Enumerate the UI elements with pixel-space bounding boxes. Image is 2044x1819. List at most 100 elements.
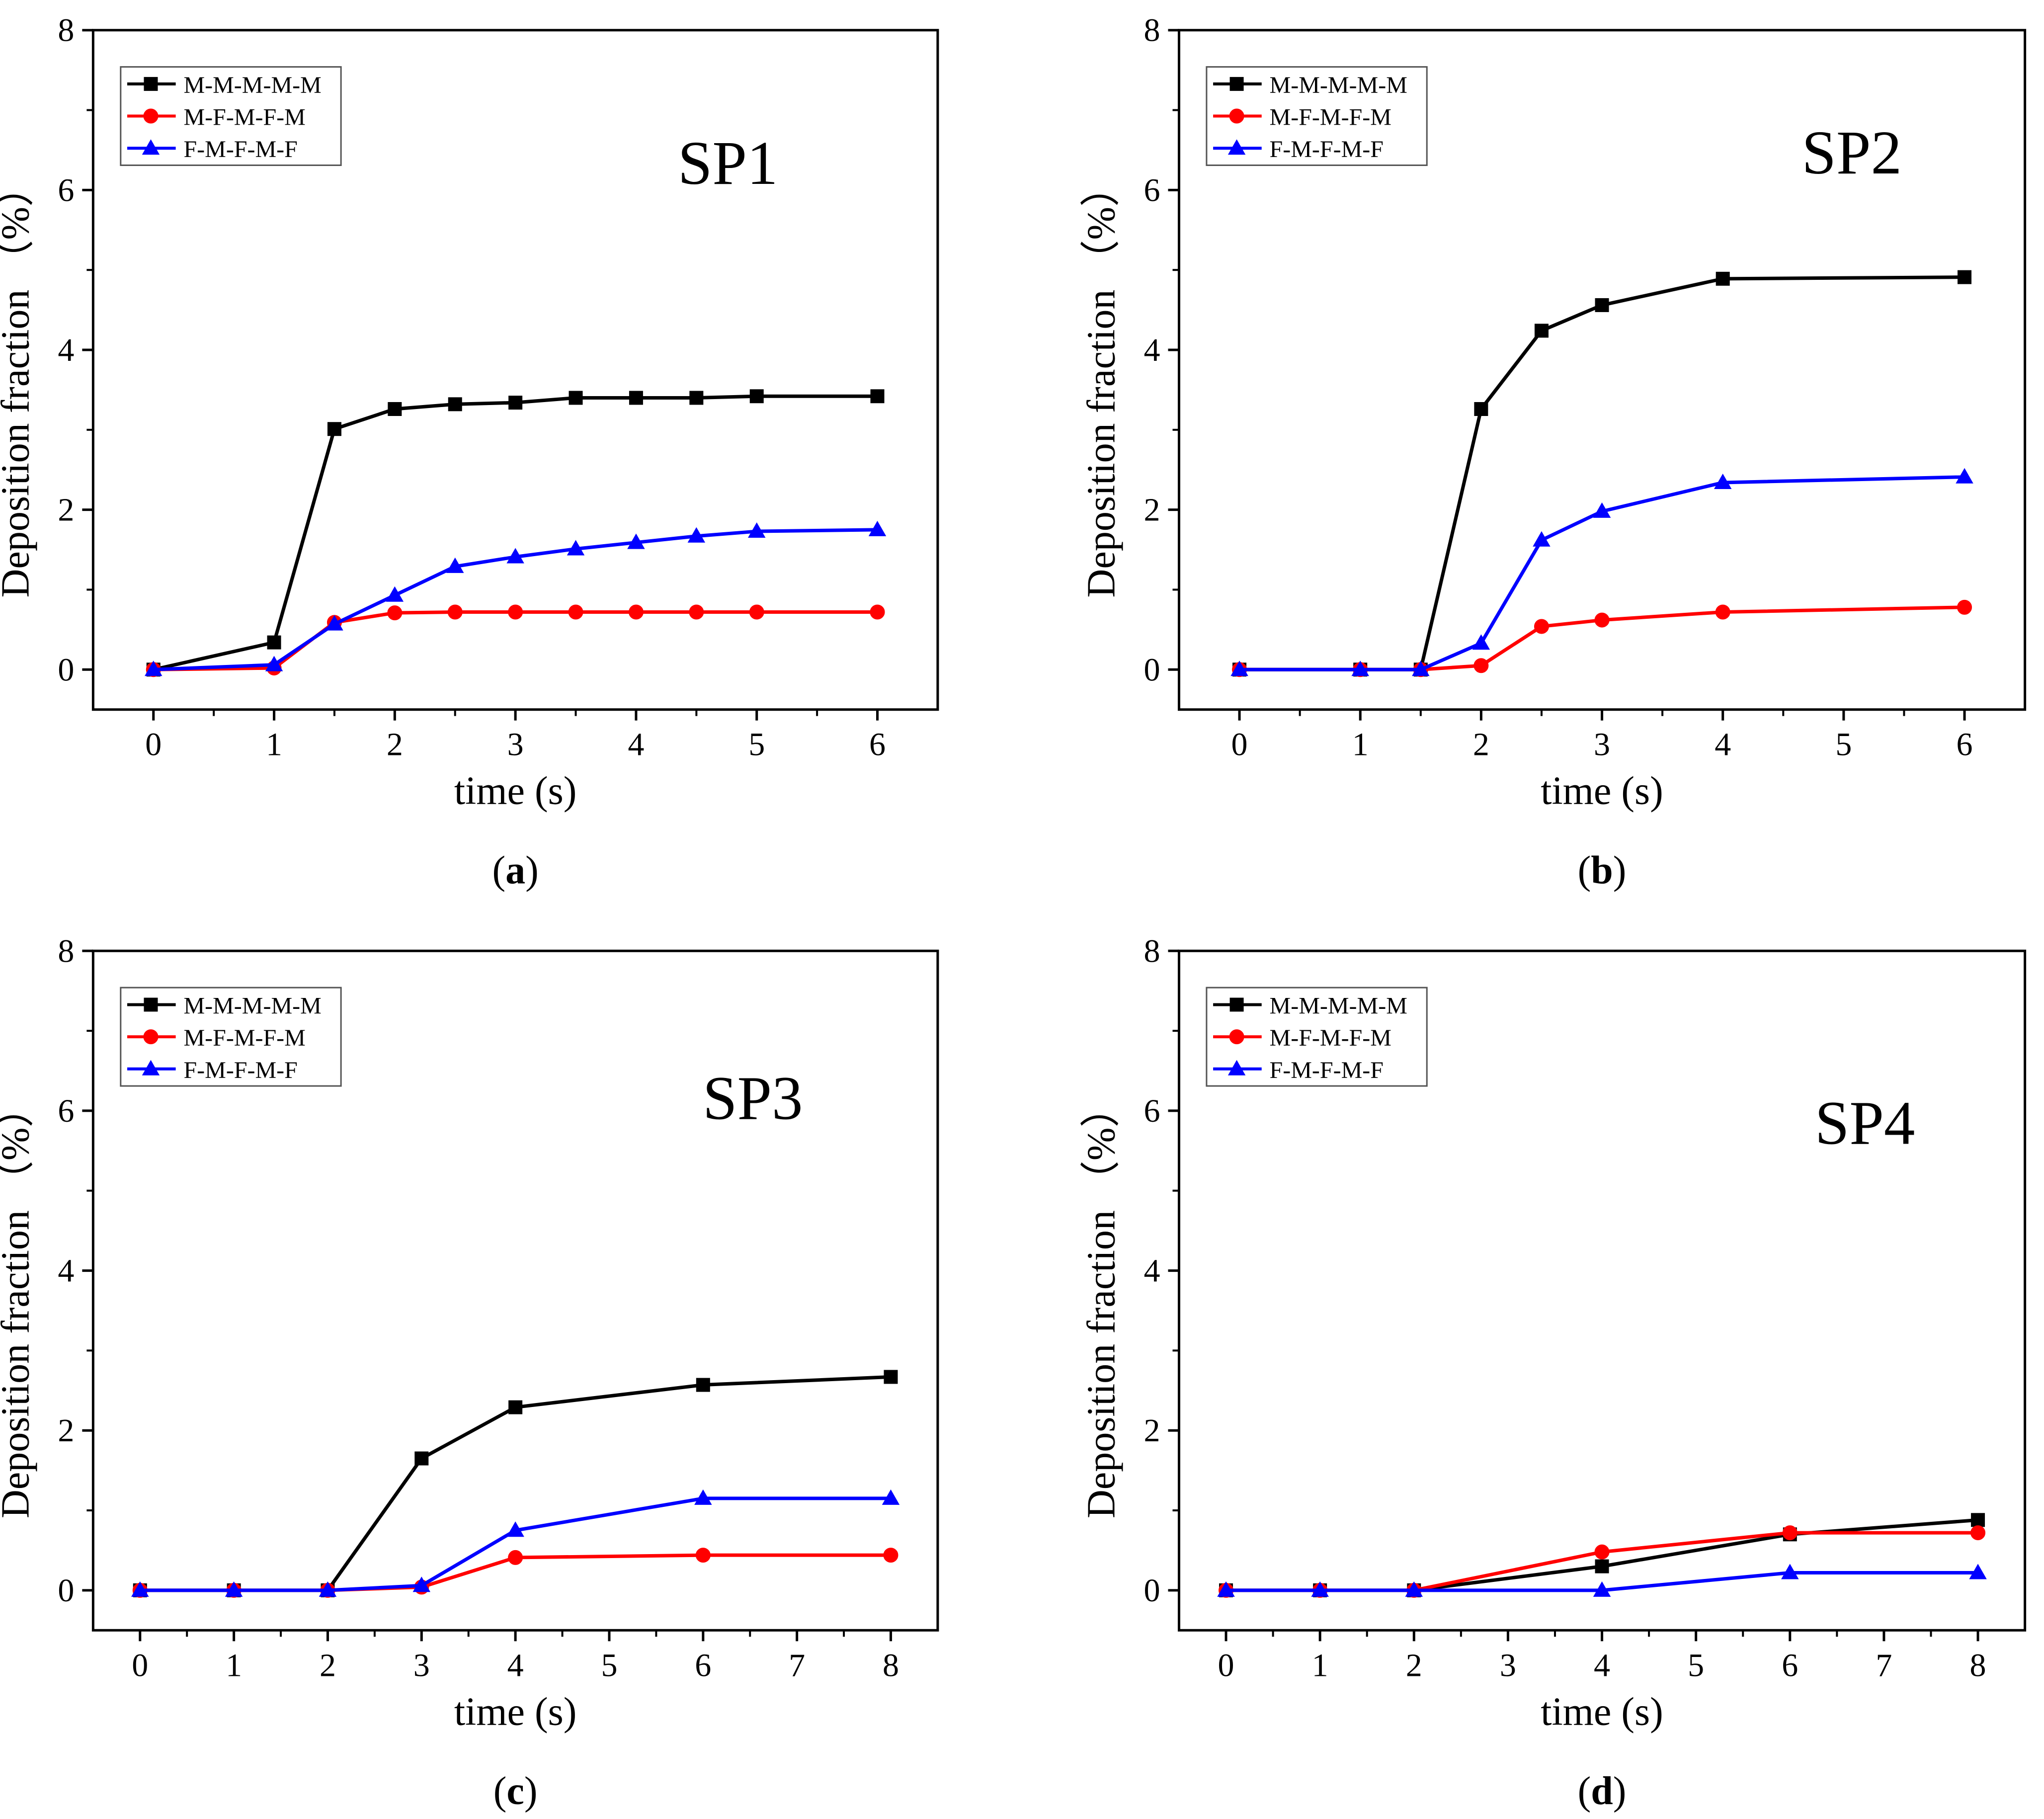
- series-line: [153, 610, 878, 671]
- data-point: [1970, 1525, 1986, 1541]
- data-point: [1474, 402, 1488, 416]
- legend-marker: [1229, 997, 1244, 1012]
- chart-panel-1: 0 1 2 3 4 5 6 0 2 4 6 8 time (s) Deposition fraction …: [0, 12, 939, 893]
- data-point: [1716, 271, 1730, 286]
- y-tick-label: 2: [58, 1412, 74, 1449]
- plot-frame: [1177, 949, 2027, 1632]
- panel-annotation: SP4: [1815, 1089, 1915, 1158]
- legend-label: M-F-M-F-M: [183, 1025, 305, 1051]
- legend-label: M-F-M-F-M: [1270, 1025, 1391, 1051]
- y-tick-label: 6: [58, 1093, 74, 1129]
- data-point: [1593, 502, 1611, 518]
- data-point: [1533, 531, 1551, 547]
- data-point: [386, 586, 404, 602]
- data-point: [689, 391, 704, 405]
- x-tick-label: 0: [132, 1647, 148, 1683]
- panel-caption: (a): [492, 849, 538, 893]
- data-point: [883, 1548, 899, 1563]
- panel-caption: (b): [1578, 849, 1627, 893]
- data-point: [508, 1400, 523, 1414]
- series-line: [1226, 1571, 1978, 1592]
- data-point: [1594, 1544, 1610, 1560]
- data-point: [267, 635, 281, 650]
- x-tick-label: 1: [1352, 727, 1369, 763]
- panel-caption: (c): [493, 1769, 538, 1813]
- data-point: [446, 557, 464, 573]
- series-3: [1217, 1564, 1987, 1597]
- x-tick-label: 5: [1688, 1647, 1704, 1683]
- legend-marker: [1229, 108, 1244, 124]
- data-point: [506, 1521, 524, 1537]
- data-point: [882, 1489, 900, 1505]
- y-tick-label: 8: [1144, 12, 1160, 49]
- data-point: [628, 604, 644, 620]
- x-tick-label: 1: [226, 1647, 242, 1683]
- data-point: [508, 396, 523, 410]
- y-tick-label: 8: [1144, 933, 1160, 969]
- data-point: [414, 1451, 429, 1466]
- y-tick-label: 4: [1144, 1253, 1160, 1289]
- y-tick-label: 2: [1144, 492, 1160, 528]
- panel-caption: (d): [1578, 1769, 1627, 1813]
- data-point: [1595, 1559, 1609, 1573]
- chart-panel-3: 0 1 2 3 4 5 6 7 8 0 2 4 6 8 time (s) Deposition fractio…: [0, 933, 939, 1813]
- chart-panel-4: 0 1 2 3 4 5 6 7 8 0 2 4 6 8 time (s) Deposition fractio…: [1079, 933, 2027, 1813]
- series-3: [131, 1489, 900, 1597]
- data-point: [506, 548, 524, 564]
- data-point: [1593, 1581, 1611, 1597]
- x-axis-label: time (s): [1541, 1690, 1663, 1734]
- data-point: [568, 604, 583, 620]
- data-point: [694, 1489, 712, 1505]
- x-tick-label: 4: [1715, 727, 1731, 763]
- data-point: [1217, 1581, 1235, 1597]
- series-line: [153, 394, 878, 671]
- series-1: [146, 389, 885, 677]
- x-axis-label: time (s): [1541, 769, 1663, 813]
- data-point: [1714, 473, 1732, 489]
- data-point: [1351, 661, 1369, 676]
- x-tick-label: 3: [507, 727, 524, 763]
- data-point: [388, 402, 402, 416]
- x-tick-label: 2: [1406, 1647, 1422, 1683]
- data-point: [695, 1548, 711, 1563]
- legend-marker: [1229, 1029, 1244, 1045]
- data-point: [689, 604, 704, 620]
- data-point: [1534, 324, 1549, 338]
- legend-marker: [1227, 1060, 1246, 1075]
- y-axis-label: Deposition fraction （%）: [1079, 167, 1123, 597]
- y-tick-label: 2: [58, 492, 74, 528]
- x-tick-label: 2: [387, 727, 403, 763]
- x-tick-label: 6: [869, 727, 886, 763]
- data-point: [1958, 270, 1972, 284]
- x-tick-label: 0: [1218, 1647, 1234, 1683]
- y-tick-label: 8: [58, 933, 74, 969]
- legend-label: M-M-M-M-M: [1270, 992, 1407, 1019]
- x-tick-label: 8: [883, 1647, 899, 1683]
- data-point: [1781, 1564, 1799, 1579]
- legend: M-M-M-M-M M-F-M-F-M F-M-F-M-F: [1206, 66, 1428, 166]
- x-tick-label: 1: [266, 727, 282, 763]
- data-point: [870, 389, 885, 404]
- y-tick-label: 0: [1144, 652, 1160, 688]
- y-tick-label: 4: [58, 1253, 74, 1289]
- legend-marker: [144, 77, 158, 91]
- data-point: [319, 1581, 337, 1597]
- data-point: [696, 1378, 710, 1392]
- data-point: [1473, 658, 1489, 673]
- y-tick-label: 0: [58, 1572, 74, 1609]
- legend-label: F-M-F-M-F: [1270, 1057, 1384, 1083]
- legend-marker: [142, 1060, 160, 1075]
- data-point: [447, 604, 463, 620]
- y-axis-label: Deposition fraction （%）: [0, 1088, 37, 1518]
- data-point: [265, 656, 283, 671]
- y-tick-label: 6: [1144, 1093, 1160, 1129]
- x-tick-label: 5: [1835, 727, 1852, 763]
- series-3: [1230, 468, 1973, 676]
- x-tick-label: 4: [628, 727, 644, 763]
- panel-annotation: SP1: [678, 129, 778, 198]
- plot-frame: [91, 949, 939, 1632]
- panel-annotation: SP3: [703, 1064, 803, 1133]
- x-tick-label: 7: [789, 1647, 805, 1683]
- legend-marker: [1229, 77, 1244, 91]
